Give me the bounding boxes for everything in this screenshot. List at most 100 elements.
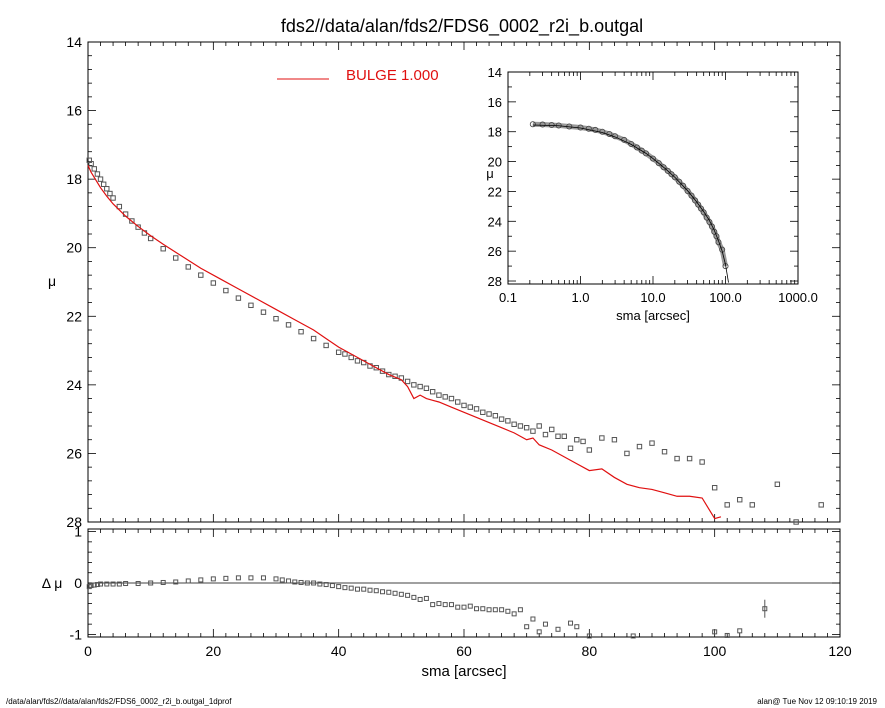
main-data-point	[542, 431, 549, 438]
residual-data-point	[467, 603, 473, 609]
residual-data-point	[436, 601, 442, 607]
main-y-tick-label: 18	[66, 171, 82, 187]
inset-x-tick-label: 10.0	[640, 290, 665, 305]
main-data-point	[611, 437, 618, 443]
inset-data-point	[642, 150, 649, 157]
main-data-point	[448, 395, 455, 402]
inset-y-tick-label: 26	[488, 244, 502, 259]
main-data-point	[818, 502, 824, 508]
main-data-point	[686, 455, 693, 462]
main-data-point	[549, 426, 555, 433]
inset-y-tick-label: 20	[488, 155, 502, 170]
main-data-point	[354, 358, 361, 364]
residual-x-tick-label: 80	[582, 643, 598, 659]
residual-data-point	[298, 579, 304, 585]
residual-data-point	[279, 577, 285, 583]
inset-data-point	[529, 121, 536, 128]
residual-data-point	[373, 588, 379, 594]
inset-data-point	[692, 197, 699, 204]
main-data-point	[342, 351, 348, 357]
residual-y-tick-label: -1	[70, 626, 83, 642]
main-data-point	[198, 272, 204, 278]
main-data-point	[104, 186, 110, 192]
main-data-point	[455, 399, 461, 405]
residual-data-point	[448, 602, 454, 608]
footer-user-timestamp: alan@ Tue Nov 12 09:10:19 2019	[757, 697, 877, 706]
residual-data-point	[724, 632, 730, 638]
inset-data-point	[638, 147, 645, 154]
main-data-point	[561, 433, 567, 439]
main-data-point	[107, 190, 113, 197]
residual-data-point	[329, 583, 335, 589]
inset-data-point	[548, 122, 555, 129]
residual-data-point	[123, 581, 129, 587]
residual-data-point	[392, 590, 398, 596]
residual-data-point	[292, 579, 298, 585]
main-data-point	[379, 368, 386, 374]
inset-x-tick-label: 100.0	[709, 290, 742, 305]
main-y-tick-label: 14	[66, 34, 82, 50]
main-y-tick-label: 22	[66, 308, 82, 324]
main-y-tick-label: 20	[66, 240, 82, 256]
inset-x-tick-label: 1.0	[571, 290, 589, 305]
residual-data-point	[517, 607, 523, 613]
main-data-point	[116, 203, 123, 210]
residual-data-point	[455, 604, 461, 610]
main-data-point	[310, 335, 317, 342]
main-data-point	[386, 371, 392, 378]
residual-data-point	[380, 589, 386, 595]
main-data-point	[636, 443, 643, 450]
main-data-point	[223, 287, 229, 294]
residual-data-point	[524, 624, 530, 630]
residual-data-point	[480, 606, 486, 612]
main-data-point	[749, 502, 755, 508]
residual-data-point	[323, 582, 329, 588]
residual-data-point	[248, 575, 254, 581]
residual-data-point	[185, 578, 191, 584]
inset-y-tick-label: 14	[488, 65, 502, 80]
main-data-point	[442, 394, 448, 400]
residual-data-point	[104, 581, 110, 587]
main-data-point	[492, 413, 499, 419]
residual-data-point	[737, 628, 743, 634]
main-data-point	[793, 519, 799, 525]
residual-data-point	[586, 633, 592, 639]
main-data-point	[486, 411, 492, 417]
residual-x-tick-label: 40	[331, 643, 347, 659]
main-data-point	[423, 385, 430, 391]
residual-data-point	[135, 581, 141, 587]
residual-data-point	[210, 576, 216, 582]
main-data-point	[411, 382, 417, 388]
residual-data-point	[235, 575, 241, 581]
inset-data-point	[592, 126, 599, 133]
residual-data-point	[348, 585, 354, 591]
residual-data-point	[492, 607, 498, 613]
residual-x-tick-label: 100	[703, 643, 727, 659]
inset-data-point	[703, 214, 710, 221]
inset-data-point	[695, 201, 702, 208]
residual-x-tick-label: 120	[828, 643, 852, 659]
inset-plot-frame	[507, 71, 799, 285]
inset-data-point	[713, 233, 720, 240]
inset-y-tick-label: 24	[488, 214, 502, 229]
main-data-point	[536, 423, 542, 429]
inset-data-point	[660, 164, 667, 171]
residual-data-point	[223, 575, 229, 581]
residual-data-point	[98, 581, 104, 587]
main-data-point	[511, 421, 517, 427]
inset-data-point	[688, 192, 695, 199]
residual-data-point	[160, 579, 166, 585]
main-data-point	[373, 365, 379, 371]
inset-data-point	[715, 239, 722, 246]
main-data-point	[461, 402, 467, 409]
main-data-point	[774, 481, 781, 487]
inset-y-tick-label: 28	[488, 274, 502, 289]
legend: BULGE 1.000	[277, 67, 439, 84]
inset-x-axis-label: sma [arcsec]	[616, 308, 690, 323]
inset-data-point	[633, 144, 640, 151]
main-y-axis-label: μ	[48, 273, 56, 289]
residual-data-point	[474, 606, 480, 612]
main-data-point	[160, 246, 166, 252]
inset-data-point	[628, 140, 635, 147]
residual-data-point	[530, 616, 536, 622]
